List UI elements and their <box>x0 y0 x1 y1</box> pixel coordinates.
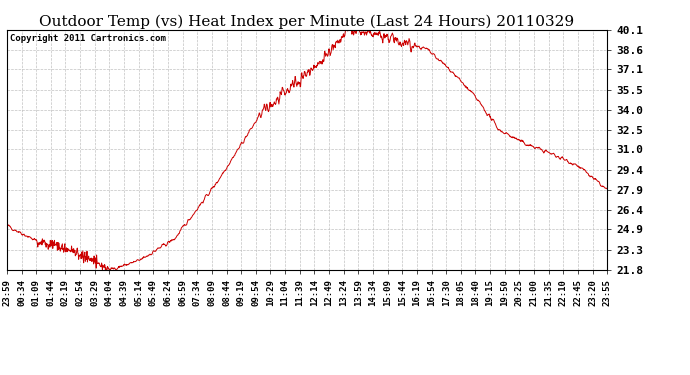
Text: Copyright 2011 Cartronics.com: Copyright 2011 Cartronics.com <box>10 34 166 43</box>
Title: Outdoor Temp (vs) Heat Index per Minute (Last 24 Hours) 20110329: Outdoor Temp (vs) Heat Index per Minute … <box>39 15 575 29</box>
